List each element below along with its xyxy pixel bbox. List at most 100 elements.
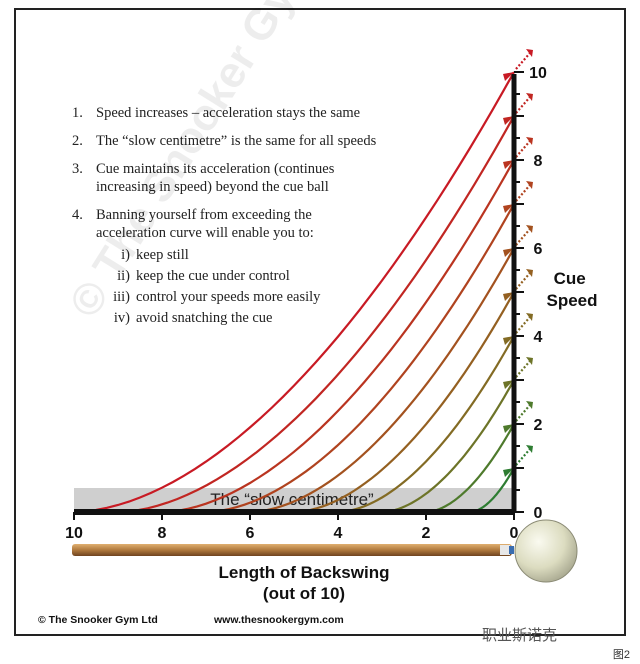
note-number: 4.	[72, 207, 83, 223]
x-axis-subtitle: (out of 10)	[263, 584, 345, 603]
x-tick-label: 8	[158, 525, 167, 542]
slow-centimetre-label: The “slow centimetre”	[210, 490, 374, 509]
figure-caption: 图2	[612, 649, 630, 661]
speed-curve	[117, 115, 515, 514]
continuation-line	[515, 228, 531, 246]
speed-curve	[249, 247, 515, 514]
sub-item-numeral: i)	[121, 247, 130, 263]
curve-arrowhead	[503, 72, 514, 81]
sub-item-numeral: ii)	[117, 268, 130, 284]
cue-shaft	[72, 544, 512, 556]
note-4-sublist: i) keep still ii) keep the cue under con…	[96, 246, 472, 327]
speed-curve	[205, 203, 515, 514]
continuation-line	[515, 140, 531, 158]
speed-curve	[161, 159, 515, 514]
curve-arrowhead	[503, 336, 514, 345]
sub-item-numeral: iii)	[113, 289, 130, 305]
cue-ball	[514, 519, 578, 583]
continuation-line	[515, 96, 531, 114]
sub-item: iv) avoid snatching the cue	[96, 309, 472, 327]
note-line: acceleration curve will enable you to:	[96, 225, 314, 241]
y-axis-title: Cue Speed	[546, 269, 597, 310]
note-number: 2.	[72, 133, 83, 149]
continuation-arrowhead	[526, 137, 533, 145]
x-tick-label: 0	[510, 525, 519, 542]
cue-illustration	[72, 544, 514, 556]
note-number: 3.	[72, 161, 83, 177]
note-line: The “slow centimetre” is the same for al…	[96, 133, 377, 149]
continuation-line	[515, 404, 531, 422]
continuation-arrowhead	[526, 313, 533, 321]
sub-item-text: keep the cue under control	[136, 268, 290, 284]
cue-tip	[509, 546, 514, 554]
y-axis-title-line2: Speed	[546, 291, 597, 310]
speed-curve	[73, 71, 515, 514]
y-tick-label: 2	[534, 417, 543, 434]
continuation-line	[515, 360, 531, 378]
curve-arrowhead	[503, 204, 514, 213]
y-axis-title-line1: Cue	[554, 269, 586, 288]
note-line: Banning yourself from exceeding the	[96, 207, 312, 223]
x-tick-label: 4	[334, 525, 343, 542]
y-axis-ticks: 0 2 4 6 8 10	[514, 65, 547, 522]
note-line: Cue maintains its acceleration (continue…	[96, 161, 335, 177]
curve-arrowhead	[503, 424, 514, 433]
y-tick-label: 0	[534, 505, 543, 522]
x-axis-ticks: 10 8 6 4 2 0	[65, 512, 519, 542]
speed-curve	[381, 379, 515, 514]
x-axis-title: Length of Backswing	[219, 563, 390, 582]
speed-curve	[425, 423, 515, 514]
continuation-arrowhead	[526, 401, 533, 409]
note-3: 3. Cue maintains its acceleration (conti…	[72, 160, 472, 196]
continuation-arrowhead	[526, 181, 533, 189]
continuation-arrowhead	[526, 49, 533, 57]
continuation-arrowhead	[526, 357, 533, 365]
note-4: 4. Banning yourself from exceeding the a…	[72, 206, 472, 327]
y-tick-label: 10	[529, 65, 547, 82]
note-number: 1.	[72, 105, 83, 121]
continuation-arrowhead	[526, 445, 533, 453]
continuation-line	[515, 52, 531, 70]
continuation-arrowhead	[526, 269, 533, 277]
curve-arrowhead	[503, 468, 514, 477]
sub-item-numeral: iv)	[113, 310, 130, 326]
continuation-arrowhead	[526, 93, 533, 101]
notes-list: 1. Speed increases – acceleration stays …	[72, 104, 472, 337]
curve-arrowhead	[503, 292, 514, 301]
website-text: www.thesnookergym.com	[214, 614, 344, 626]
sub-item: iii) control your speeds more easily	[96, 288, 472, 306]
sub-item: i) keep still	[96, 246, 472, 264]
sub-item-text: avoid snatching the cue	[136, 310, 273, 326]
note-2: 2. The “slow centimetre” is the same for…	[72, 132, 472, 150]
curve-arrowhead	[503, 380, 514, 389]
speed-curve	[293, 291, 515, 514]
speed-curve	[337, 335, 515, 514]
sub-item: ii) keep the cue under control	[96, 267, 472, 285]
cue-ferrule	[500, 545, 510, 555]
note-1: 1. Speed increases – acceleration stays …	[72, 104, 472, 122]
slow-centimetre-band	[74, 488, 514, 510]
x-tick-label: 10	[65, 525, 83, 542]
note-line: increasing in speed) beyond the cue ball	[96, 179, 329, 195]
note-line: Speed increases – acceleration stays the…	[96, 105, 361, 121]
continuation-line	[515, 448, 531, 466]
speed-curves	[73, 71, 515, 514]
copyright-text: © The Snooker Gym Ltd	[38, 614, 158, 626]
brand-watermark: 职业斯诺克	[482, 627, 558, 644]
y-tick-label: 6	[534, 241, 543, 258]
x-tick-label: 6	[246, 525, 255, 542]
sub-item-text: control your speeds more easily	[136, 289, 321, 305]
continuation-line	[515, 184, 531, 202]
y-tick-label: 8	[534, 153, 543, 170]
y-tick-label: 4	[534, 329, 543, 346]
continuation-line	[515, 272, 531, 290]
sub-item-text: keep still	[136, 247, 189, 263]
continuation-arrowhead	[526, 225, 533, 233]
curve-arrowhead	[503, 248, 514, 257]
curve-arrowhead	[503, 160, 514, 169]
x-tick-label: 2	[422, 525, 431, 542]
continuation-arrows	[515, 49, 533, 466]
curve-arrowhead	[503, 116, 514, 125]
continuation-line	[515, 316, 531, 334]
